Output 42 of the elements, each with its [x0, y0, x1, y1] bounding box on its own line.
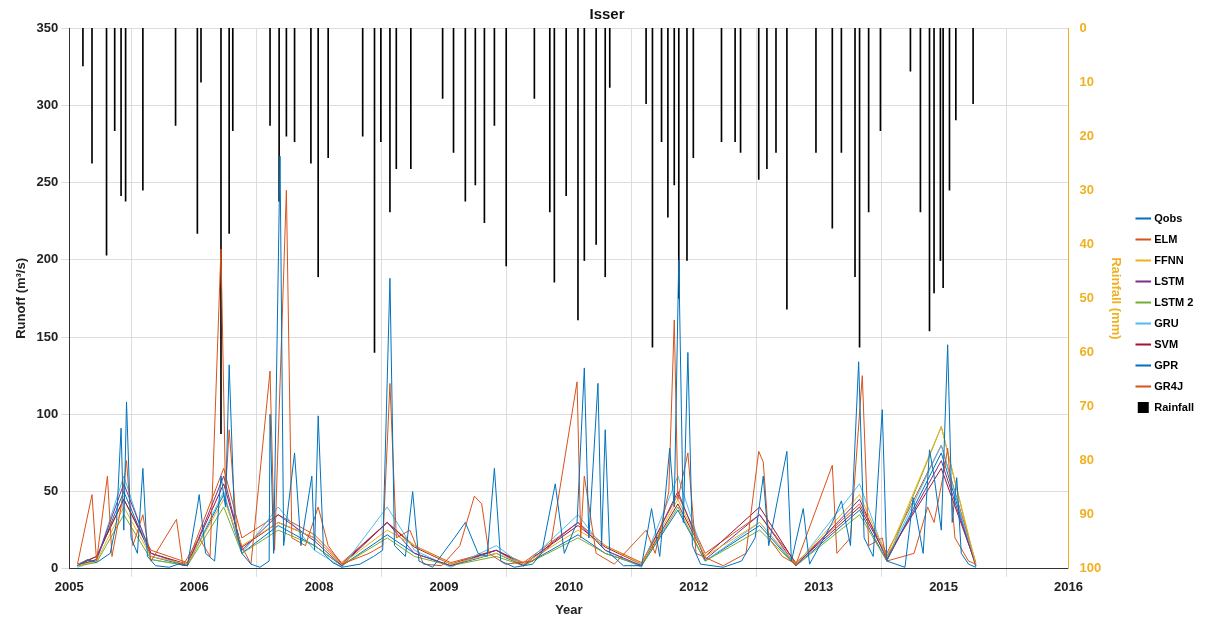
y2-tick-label: 10: [1079, 73, 1094, 89]
x-tick-label: 2006: [179, 579, 209, 595]
y2-tick-label: 20: [1079, 127, 1094, 143]
x-tick-label: 2013: [804, 579, 834, 595]
y-tick-label: 200: [36, 251, 59, 267]
legend-label: GPR: [1154, 358, 1179, 371]
legend-label: LSTM 2: [1154, 295, 1194, 308]
x-tick-label: 2010: [554, 579, 584, 595]
y-tick-label: 150: [36, 328, 59, 344]
y-tick-label: 300: [36, 96, 59, 112]
y2-tick-label: 70: [1079, 398, 1094, 414]
legend-label: FFNN: [1154, 253, 1184, 266]
legend-label: ELM: [1154, 232, 1178, 245]
x-tick-label: 2012: [679, 579, 709, 595]
x-tick-label: 2016: [1054, 579, 1083, 595]
y2-tick-label: 50: [1079, 289, 1094, 305]
y-tick-label: 250: [36, 174, 59, 190]
y2-axis-title: Rainfall (mm): [1109, 257, 1125, 340]
y-tick-label: 50: [43, 483, 59, 499]
y2-tick-label: 90: [1079, 506, 1094, 522]
legend-label: GR4J: [1154, 379, 1184, 392]
legend-label: LSTM: [1154, 274, 1185, 287]
y2-tick-label: 100: [1079, 560, 1102, 576]
y2-tick-label: 0: [1079, 19, 1087, 35]
y-tick-label: 350: [36, 19, 59, 35]
x-tick-label: 2015: [929, 579, 959, 595]
chart-title: Isser: [589, 5, 625, 23]
y-axis-title: Runoff (m³/s): [13, 257, 29, 339]
y2-tick-label: 30: [1079, 181, 1094, 197]
legend-label: Rainfall: [1154, 400, 1194, 413]
legend-label: Qobs: [1154, 211, 1183, 224]
y-tick-label: 0: [51, 560, 59, 576]
legend-label: GRU: [1154, 316, 1179, 329]
x-tick-label: 2008: [304, 579, 334, 595]
x-tick-label: 2005: [54, 579, 84, 595]
x-axis-title: Year: [555, 601, 583, 617]
x-tick-label: 2009: [429, 579, 459, 595]
legend-label: SVM: [1154, 337, 1179, 350]
y2-tick-label: 60: [1079, 344, 1094, 360]
y-tick-label: 100: [36, 405, 59, 421]
y2-tick-label: 40: [1079, 235, 1094, 251]
y2-tick-label: 80: [1079, 452, 1094, 468]
